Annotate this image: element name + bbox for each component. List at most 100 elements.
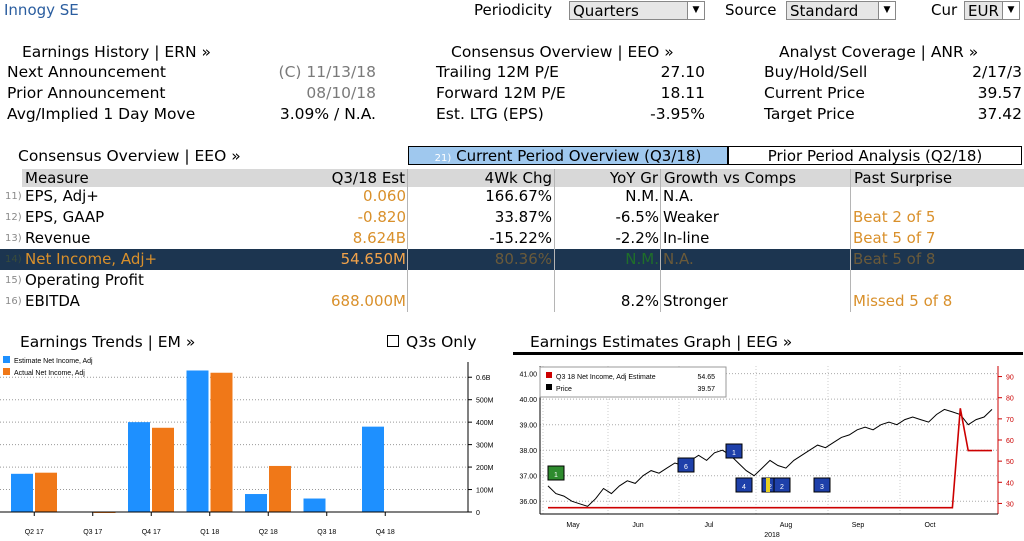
earnings-trends-chart: 0 100M 200M 300M 400M 500M 0.6B Q2 17 Q3 17 Q4 17… xyxy=(0,356,494,536)
table-row[interactable]: 13) Revenue 8.624B -15.22% -2.2% In-line… xyxy=(0,228,1024,249)
currency-select[interactable]: EUR ▼ xyxy=(964,1,1020,20)
row-4wk: -15.22% xyxy=(489,229,552,247)
chart-legend: Estimate Net Income, Adj Actual Net Inco… xyxy=(3,356,93,377)
row-4wk: 80.36% xyxy=(494,250,552,268)
event-marker-label: 3 xyxy=(820,484,824,491)
y-right-tick-label: 90 xyxy=(1006,375,1014,382)
analyst-coverage-link[interactable]: Analyst Coverage | ANR » xyxy=(779,43,979,61)
y-right-tick-label: 70 xyxy=(1006,417,1014,424)
event-marker xyxy=(725,443,743,459)
earnings-history-link[interactable]: Earnings History | ERN » xyxy=(22,43,211,61)
tab-prior-period[interactable]: Prior Period Analysis (Q2/18) xyxy=(728,146,1022,165)
y-left-tick-label: 38.00 xyxy=(519,448,537,455)
day-move-label: Avg/Implied 1 Day Move xyxy=(7,105,196,123)
next-announcement-label: Next Announcement xyxy=(7,63,167,81)
row-surprise: Beat 2 of 5 xyxy=(853,208,936,226)
consensus-overview-link[interactable]: Consensus Overview | EEO » xyxy=(451,43,674,61)
row-number: 13) xyxy=(5,233,22,244)
tab-current-period[interactable]: 21) Current Period Overview (Q3/18) xyxy=(408,146,728,165)
row-number: 16) xyxy=(5,296,22,307)
event-marker xyxy=(677,457,695,473)
legend-price-name: Price xyxy=(556,386,572,393)
column-header-est[interactable]: Q3/18 Est xyxy=(331,169,405,187)
forward-pe-label: Forward 12M P/E xyxy=(436,84,566,102)
row-surprise: Beat 5 of 7 xyxy=(853,229,936,247)
event-marker xyxy=(813,477,831,493)
legend-estimate: Estimate Net Income, Adj xyxy=(14,358,93,365)
periodicity-select[interactable]: Quarters ▼ xyxy=(569,1,705,20)
x-tick-label: Q4 18 xyxy=(376,529,395,536)
y-left-tick-label: 40.00 xyxy=(519,397,537,404)
column-header-4wk[interactable]: 4Wk Chg xyxy=(408,169,554,187)
y-right-tick-label: 50 xyxy=(1006,459,1014,466)
q3s-only-checkbox[interactable] xyxy=(387,335,399,347)
column-divider xyxy=(407,169,408,312)
event-marker xyxy=(547,465,565,481)
legend-series-value: 54.65 xyxy=(697,374,715,381)
legend-swatch-actual xyxy=(3,368,10,375)
table-row[interactable]: 16) EBITDA 688.000M 8.2% Stronger Missed… xyxy=(0,291,1024,312)
x-tick-label: Oct xyxy=(925,522,936,529)
x-year-label: 2018 xyxy=(764,532,780,539)
tab-current-label: Current Period Overview (Q3/18) xyxy=(456,147,702,165)
row-growth: N.A. xyxy=(663,187,694,205)
actual-bar xyxy=(210,372,233,512)
row-measure: EPS, GAAP xyxy=(25,208,105,226)
row-yoy: 8.2% xyxy=(620,292,659,310)
y-left-tick-label: 39.00 xyxy=(519,423,537,430)
estimate-bar xyxy=(245,494,267,512)
row-yoy: N.M. xyxy=(625,187,659,205)
source-value: Standard xyxy=(790,2,859,20)
x-tick-label: Jul xyxy=(705,522,714,529)
column-header-growth[interactable]: Growth vs Comps xyxy=(661,169,850,187)
consensus-section-link[interactable]: Consensus Overview | EEO » xyxy=(18,147,241,165)
row-number: 12) xyxy=(5,212,22,223)
table-row-selected[interactable]: 14) Net Income, Adj+ 54.650M 80.36% N.M.… xyxy=(0,249,1024,270)
row-est: 8.624B xyxy=(352,229,406,247)
legend-series-name: Q3 18 Net Income, Adj Estimate xyxy=(556,374,656,381)
row-est: 54.650M xyxy=(340,250,406,268)
event-marker-label: 1 xyxy=(732,450,736,457)
cur-label: Cur xyxy=(931,1,958,19)
table-row[interactable]: 12) EPS, GAAP -0.820 33.87% -6.5% Weaker… xyxy=(0,207,1024,228)
trailing-pe-label: Trailing 12M P/E xyxy=(436,63,559,81)
x-tick-label: Q3 18 xyxy=(317,529,336,536)
ltg-value: -3.95% xyxy=(650,105,705,123)
earnings-estimates-graph-link[interactable]: Earnings Estimates Graph | EEG » xyxy=(530,333,793,351)
y-left-tick-label: 37.00 xyxy=(519,474,537,481)
day-move-value: 3.09% / N.A. xyxy=(279,105,376,123)
column-divider xyxy=(660,169,661,312)
y-left-tick-label: 41.00 xyxy=(519,372,537,379)
y-right-tick-label: 80 xyxy=(1006,396,1014,403)
currency-value: EUR xyxy=(968,2,999,20)
estimate-bar xyxy=(303,498,326,512)
ltg-label: Est. LTG (EPS) xyxy=(436,105,544,123)
event-marker-label: 2 xyxy=(780,484,784,491)
graph-legend: Q3 18 Net Income, Adj Estimate 54.65 Pri… xyxy=(539,366,727,398)
x-tick-label: Aug xyxy=(780,522,793,529)
y-tick-label: 400M xyxy=(476,420,494,427)
forward-pe-value: 18.11 xyxy=(660,84,705,102)
event-marker-label: 2 xyxy=(768,484,772,491)
y-tick-label: 0.6B xyxy=(476,375,491,382)
table-row[interactable]: 11) EPS, Adj+ 0.060 166.67% N.M. N.A. xyxy=(0,186,1024,207)
q3s-only-label: Q3s Only xyxy=(406,333,477,351)
source-label: Source xyxy=(725,1,777,19)
column-header-yoy[interactable]: YoY Gr xyxy=(555,169,660,187)
x-tick-label: Jun xyxy=(632,522,643,529)
row-measure: Net Income, Adj+ xyxy=(25,250,158,268)
current-price-label: Current Price xyxy=(764,84,865,102)
column-header-measure[interactable]: Measure xyxy=(22,169,407,187)
y-right-tick-label: 40 xyxy=(1006,480,1014,487)
column-header-surprise[interactable]: Past Surprise xyxy=(851,169,1024,187)
periodicity-label: Periodicity xyxy=(474,1,553,19)
source-select[interactable]: Standard ▼ xyxy=(786,1,896,20)
row-yoy: N.M. xyxy=(625,250,659,268)
earnings-estimates-graph: 1 6 1 4 2 2 3 36.00 37.00 38.00 39.00 40.00 41.00 30… xyxy=(513,352,1023,539)
legend-swatch-price xyxy=(546,384,552,390)
earnings-trends-link[interactable]: Earnings Trends | EM » xyxy=(20,333,196,351)
x-tick-label: Sep xyxy=(852,522,865,529)
row-growth: Stronger xyxy=(663,292,728,310)
prior-announcement-value: 08/10/18 xyxy=(306,84,376,102)
table-row[interactable]: 15) Operating Profit xyxy=(0,270,1024,291)
